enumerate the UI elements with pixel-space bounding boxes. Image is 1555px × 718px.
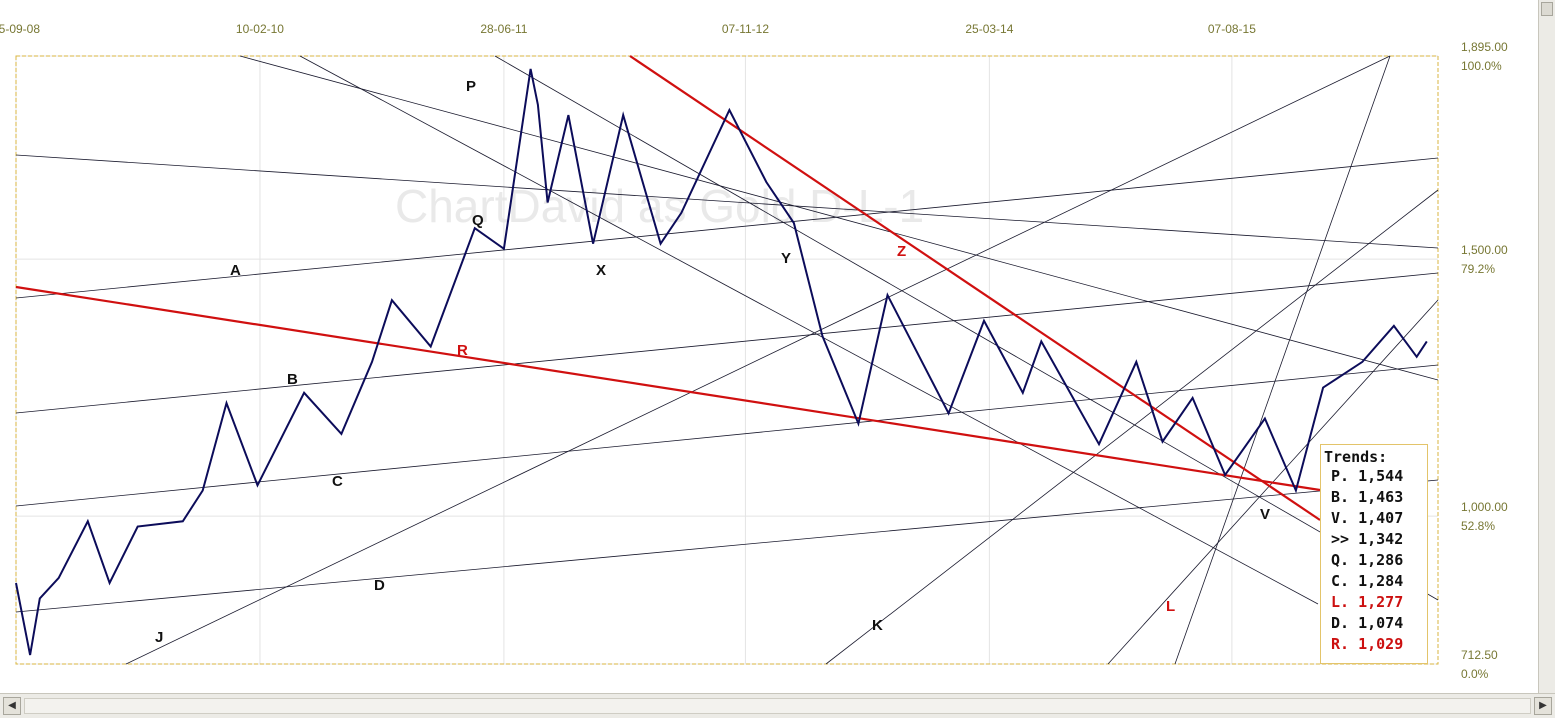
trendline-label-q: Q bbox=[472, 212, 484, 229]
trend-line bbox=[299, 55, 1319, 605]
red-trend-line bbox=[629, 55, 1321, 521]
trend-row-label: L. bbox=[1331, 593, 1350, 611]
trendline-label-r: R bbox=[457, 342, 468, 359]
trends-title: Trends: bbox=[1324, 448, 1388, 466]
y-tick-percent: 0.0% bbox=[1461, 667, 1489, 681]
vertical-scroll-thumb[interactable] bbox=[1541, 2, 1553, 16]
trendline-label-p: P bbox=[466, 78, 476, 95]
price-series-line bbox=[15, 68, 1428, 656]
trend-row: P. 1,544 bbox=[1331, 466, 1427, 487]
trend-row-label: B. bbox=[1331, 488, 1350, 506]
trendline-label-c: C bbox=[332, 473, 343, 490]
trend-row: L. 1,277 bbox=[1331, 592, 1427, 613]
trend-row-label: C. bbox=[1331, 572, 1350, 590]
trend-row-value: 1,284 bbox=[1358, 572, 1404, 590]
trend-row-value: 1,407 bbox=[1358, 509, 1404, 527]
trend-line bbox=[494, 55, 1439, 601]
trend-row: B. 1,463 bbox=[1331, 487, 1427, 508]
horizontal-scroll-track[interactable] bbox=[24, 698, 1531, 714]
trend-row: V. 1,407 bbox=[1331, 508, 1427, 529]
trend-row: C. 1,284 bbox=[1331, 571, 1427, 592]
trend-line bbox=[239, 55, 1439, 381]
x-tick-label: 25-03-14 bbox=[965, 22, 1013, 36]
trend-row: >> 1,342 bbox=[1331, 529, 1427, 550]
plot-frame bbox=[15, 55, 1439, 665]
y-tick-label: 712.50 bbox=[1461, 648, 1498, 662]
trend-row-label: P. bbox=[1331, 467, 1350, 485]
trend-line bbox=[1174, 55, 1391, 665]
trendline-label-x: X bbox=[596, 262, 606, 279]
x-tick-label: 07-08-15 bbox=[1208, 22, 1256, 36]
x-tick-label: 07-11-12 bbox=[722, 22, 769, 36]
trend-row-value: 1,342 bbox=[1358, 530, 1404, 548]
y-tick-label: 1,895.00 bbox=[1461, 40, 1508, 54]
trend-line bbox=[15, 364, 1439, 507]
trend-row-label: R. bbox=[1331, 635, 1350, 653]
vertical-scrollbar[interactable] bbox=[1538, 0, 1555, 694]
trendline-label-b: B bbox=[287, 371, 298, 388]
y-tick-percent: 52.8% bbox=[1461, 519, 1495, 533]
x-tick-label: 25-09-08 bbox=[0, 22, 40, 36]
x-tick-label: 10-02-10 bbox=[236, 22, 284, 36]
trendline-label-v: V bbox=[1260, 506, 1270, 523]
red-trend-line bbox=[15, 285, 1321, 492]
trends-box: Trends: P. 1,544 B. 1,463 V. 1,407 >> 1,342… bbox=[1320, 444, 1428, 664]
trend-row: R. 1,029 bbox=[1331, 634, 1427, 655]
y-tick-percent: 100.0% bbox=[1461, 59, 1502, 73]
trend-line bbox=[15, 479, 1439, 613]
trendline-label-z: Z bbox=[897, 243, 906, 260]
y-tick-label: 1,500.00 bbox=[1461, 243, 1508, 257]
chart-watermark: ChartDavid as Gold D-L-1 bbox=[395, 180, 924, 232]
trend-line bbox=[15, 157, 1439, 299]
trend-row-label: V. bbox=[1331, 509, 1350, 527]
trend-row-value: 1,029 bbox=[1358, 635, 1404, 653]
scroll-left-button[interactable]: ◀ bbox=[3, 697, 21, 715]
trend-row-value: 1,277 bbox=[1358, 593, 1404, 611]
y-tick-label: 1,000.00 bbox=[1461, 500, 1508, 514]
trend-row-value: 1,286 bbox=[1358, 551, 1404, 569]
trend-line bbox=[15, 154, 1439, 249]
trend-row-label: Q. bbox=[1331, 551, 1350, 569]
trendline-label-j: J bbox=[155, 629, 163, 646]
trendline-label-d: D bbox=[374, 577, 385, 594]
trend-line bbox=[15, 272, 1439, 414]
trend-row-value: 1,463 bbox=[1358, 488, 1404, 506]
scroll-right-button[interactable]: ▶ bbox=[1534, 697, 1552, 715]
trendline-label-l: L bbox=[1166, 598, 1175, 615]
trend-row: Q. 1,286 bbox=[1331, 550, 1427, 571]
x-tick-label: 28-06-11 bbox=[480, 22, 527, 36]
trend-row-value: 1,074 bbox=[1358, 614, 1404, 632]
horizontal-scrollbar[interactable]: ◀ ▶ bbox=[0, 693, 1555, 718]
trendline-label-k: K bbox=[872, 617, 883, 634]
trend-row-value: 1,544 bbox=[1358, 467, 1404, 485]
trend-row-label: >> bbox=[1331, 530, 1350, 548]
trendline-label-a: A bbox=[230, 262, 241, 279]
y-tick-percent: 79.2% bbox=[1461, 262, 1495, 276]
trend-line bbox=[125, 55, 1391, 665]
trendline-label-y: Y bbox=[781, 250, 791, 267]
trend-row: D. 1,074 bbox=[1331, 613, 1427, 634]
trend-line bbox=[825, 189, 1439, 665]
trend-row-label: D. bbox=[1331, 614, 1350, 632]
